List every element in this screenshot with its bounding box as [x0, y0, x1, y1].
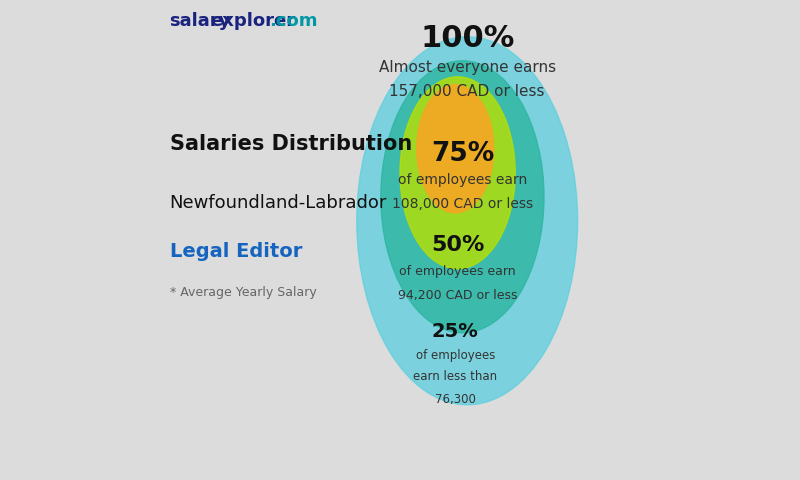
Text: 25%: 25%: [432, 322, 478, 341]
Text: Legal Editor: Legal Editor: [170, 242, 302, 262]
Text: .com: .com: [270, 12, 318, 30]
Text: 76,300: 76,300: [434, 393, 476, 406]
Text: of employees: of employees: [415, 348, 495, 362]
Text: of employees earn: of employees earn: [398, 173, 527, 187]
Text: 100%: 100%: [420, 24, 514, 53]
Text: 75%: 75%: [430, 141, 494, 167]
Text: explorer: explorer: [210, 12, 295, 30]
Text: earn less than: earn less than: [413, 370, 498, 384]
Text: 157,000 CAD or less: 157,000 CAD or less: [390, 84, 545, 99]
Text: of employees earn: of employees earn: [399, 264, 516, 278]
Text: Newfoundland-Labrador: Newfoundland-Labrador: [170, 194, 387, 213]
Ellipse shape: [381, 61, 544, 333]
Text: * Average Yearly Salary: * Average Yearly Salary: [170, 286, 316, 299]
Text: 50%: 50%: [431, 235, 484, 255]
Text: Almost everyone earns: Almost everyone earns: [378, 60, 556, 75]
Ellipse shape: [357, 37, 578, 405]
Text: Salaries Distribution: Salaries Distribution: [170, 134, 412, 155]
Text: 108,000 CAD or less: 108,000 CAD or less: [392, 197, 533, 211]
Ellipse shape: [417, 85, 494, 213]
Text: 94,200 CAD or less: 94,200 CAD or less: [398, 288, 518, 302]
Text: salary: salary: [170, 12, 231, 30]
Ellipse shape: [400, 77, 515, 269]
